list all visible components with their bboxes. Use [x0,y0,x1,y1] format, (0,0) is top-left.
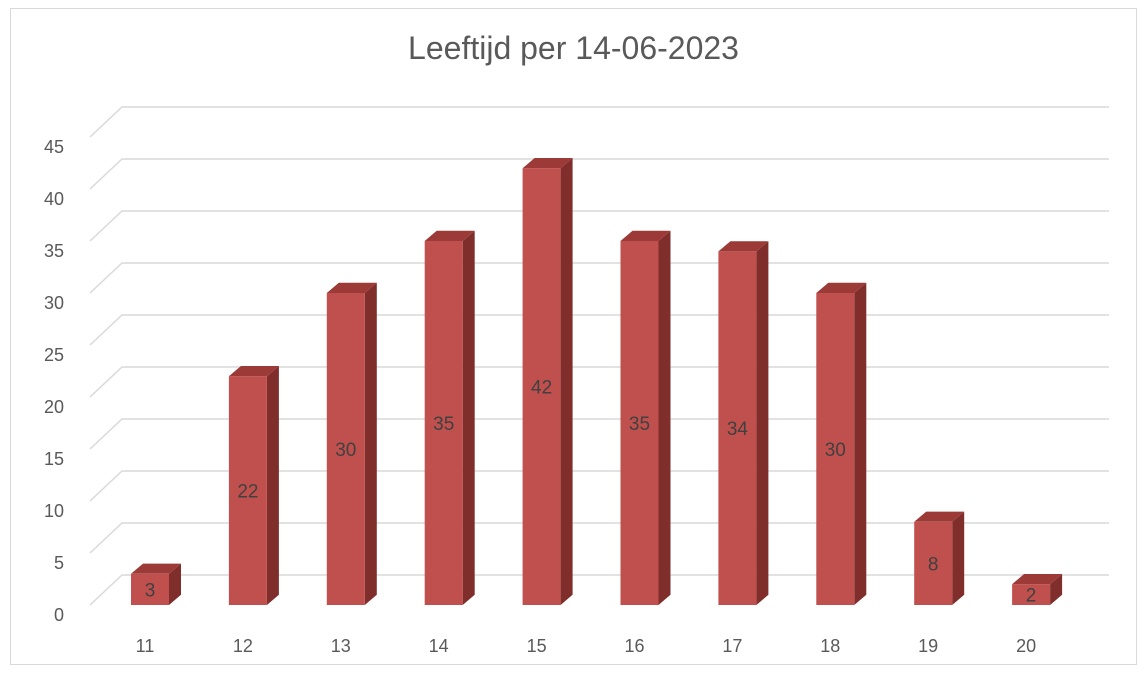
gridline [89,314,1109,346]
chart-title: Leeftijd per 14-06-2023 [408,30,739,66]
x-tick-label: 18 [820,636,840,656]
gridline [89,210,1109,242]
y-tick-label: 25 [44,345,64,365]
bar-front [424,241,463,605]
y-tick-label: 5 [54,553,64,573]
gridline [89,522,1109,554]
x-tick-label: 13 [331,636,351,656]
y-tick-label: 20 [44,397,64,417]
x-axis: 11 12 13 14 15 16 17 18 19 20 [136,636,1036,656]
gridline [89,574,1109,606]
bar-front [620,241,659,605]
x-tick-label: 15 [527,636,547,656]
bar: 8 [914,511,965,605]
y-tick-label: 45 [44,137,64,157]
data-label: 3 [145,580,156,601]
bar-side [756,241,769,605]
data-label: 2 [1026,586,1037,607]
data-label: 34 [727,419,749,440]
bar-front [326,293,365,605]
bar: 30 [816,282,867,605]
bar-side [854,282,867,605]
bar-front [816,293,855,605]
gridline [89,366,1109,398]
y-tick-label: 40 [44,189,64,209]
x-tick-label: 14 [429,636,449,656]
bar-front [131,573,169,605]
bar: 42 [522,158,573,605]
bar-side [560,158,573,605]
bar-top [620,230,671,241]
bar-side [658,230,671,606]
data-label: 30 [825,440,846,461]
data-label: 35 [629,414,650,435]
gridline [89,262,1109,294]
bar-front [718,251,757,605]
bar-top [522,158,573,169]
y-tick-label: 15 [44,449,64,469]
bar: 3 [131,563,181,605]
bar-side [462,230,475,606]
bar-top [131,563,181,574]
y-tick-label: 10 [44,501,64,521]
bar-side [364,282,377,605]
data-label: 8 [928,554,939,575]
bar-top [228,366,279,377]
data-label: 42 [531,378,552,399]
bar-top [914,511,965,522]
bar-top [816,282,867,293]
bar: 35 [424,230,475,606]
x-tick-label: 17 [722,636,742,656]
bar-front [522,168,561,605]
data-label: 30 [335,440,356,461]
y-axis: 0 5 10 15 20 25 30 35 40 45 [44,137,64,625]
bar: 35 [620,230,671,606]
bars: 3 22 30 35 42 35 34 30 8 2 [131,158,1063,607]
bar-top [326,282,377,293]
bar-side [952,511,965,605]
gridline [89,158,1109,190]
bar-top [1012,574,1063,585]
bar: 30 [326,282,377,605]
x-tick-label: 11 [136,636,155,656]
bar-front [1012,584,1051,605]
bar: 22 [228,366,279,605]
data-label: 22 [237,482,258,503]
bar-side [266,366,279,605]
bar-side [169,563,181,605]
bar-side [1050,574,1063,605]
bar-front [228,376,267,605]
gridlines [89,106,1109,606]
bar: 2 [1012,574,1063,607]
x-tick-label: 19 [918,636,938,656]
bar-top [424,230,475,241]
bar-top [718,241,769,252]
data-label: 35 [433,414,454,435]
y-tick-label: 30 [44,293,64,313]
bar: 34 [718,241,769,605]
y-tick-label: 35 [44,241,64,261]
bar-front [914,521,953,605]
x-tick-label: 12 [233,636,253,656]
gridline [89,470,1109,502]
gridline [89,106,1109,138]
x-tick-label: 16 [624,636,644,656]
x-tick-label: 20 [1016,636,1036,656]
y-tick-label: 0 [54,605,64,625]
gridline [89,418,1109,450]
